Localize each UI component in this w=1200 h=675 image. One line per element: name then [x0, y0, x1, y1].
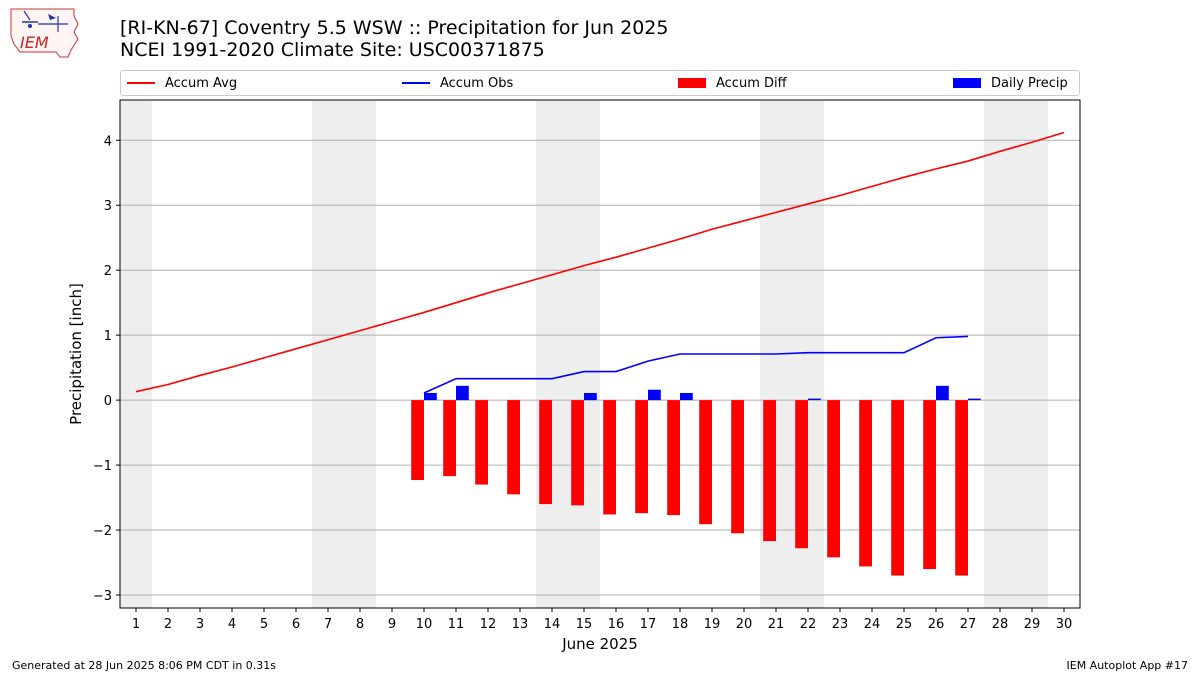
daily-precip-bar: [456, 385, 469, 401]
x-tick-label: 1: [132, 617, 140, 632]
x-tick-label: 6: [292, 617, 300, 632]
accum-diff-bar: [507, 400, 520, 495]
accum-diff-bar: [443, 400, 456, 477]
x-tick-label: 3: [196, 617, 204, 632]
y-axis-label: Precipitation [inch]: [67, 283, 85, 425]
x-tick-label: 29: [1024, 617, 1041, 632]
x-tick-label: 23: [832, 617, 849, 632]
legend: Accum Avg Accum Obs Accum Diff Daily Pre…: [120, 70, 1080, 96]
x-tick-label: 17: [640, 617, 657, 632]
legend-item-daily-precip: Daily Precip: [953, 71, 1068, 95]
logo-text: IEM: [20, 33, 49, 52]
daily-precip-bar: [936, 385, 949, 401]
x-tick-label: 26: [928, 617, 945, 632]
x-tick-label: 21: [768, 617, 785, 632]
x-tick-label: 15: [576, 617, 593, 632]
y-tick-label: −1: [93, 459, 112, 474]
x-tick-label: 20: [736, 617, 753, 632]
weekend-shade: [120, 100, 152, 608]
accum-diff-bar: [923, 400, 936, 570]
app-label: IEM Autoplot App #17: [1066, 659, 1189, 672]
x-tick-label: 28: [992, 617, 1009, 632]
accum-diff-bar: [571, 400, 584, 506]
daily-precip-bar: [424, 392, 437, 401]
x-tick-label: 30: [1056, 617, 1073, 632]
weekend-shade: [536, 100, 600, 608]
x-tick-label: 5: [260, 617, 268, 632]
legend-item-accum-diff: Accum Diff: [678, 71, 787, 95]
accum-diff-bar: [731, 400, 744, 534]
accum-diff-bar: [859, 400, 872, 567]
accum-diff-bar: [891, 400, 904, 576]
y-tick-label: 0: [104, 394, 112, 409]
iem-logo-graphic: IEM: [10, 8, 79, 58]
x-tick-label: 13: [512, 617, 529, 632]
x-tick-label: 10: [416, 617, 433, 632]
accum-diff-bar: [667, 400, 680, 516]
accum-diff-bar: [411, 400, 424, 481]
x-tick-label: 2: [164, 617, 172, 632]
accum-diff-bar: [475, 400, 488, 485]
daily-precip-bar: [968, 398, 981, 401]
x-tick-label: 27: [960, 617, 977, 632]
x-tick-label: 25: [896, 617, 913, 632]
daily-precip-bar: [648, 389, 661, 401]
x-axis-label: June 2025: [561, 635, 638, 653]
legend-item-accum-avg: Accum Avg: [127, 71, 237, 95]
legend-swatch-daily-precip: [953, 78, 981, 88]
accum-diff-bar: [539, 400, 552, 505]
x-tick-label: 8: [356, 617, 364, 632]
x-tick-label: 16: [608, 617, 625, 632]
x-tick-label: 4: [228, 617, 236, 632]
x-tick-label: 18: [672, 617, 689, 632]
weekend-shade: [312, 100, 376, 608]
x-tick-label: 11: [448, 617, 465, 632]
y-tick-label: 3: [104, 199, 112, 214]
legend-label-accum-obs: Accum Obs: [440, 75, 514, 91]
accum-diff-bar: [955, 400, 968, 576]
accum-diff-bar: [827, 400, 840, 558]
legend-item-accum-obs: Accum Obs: [402, 71, 513, 95]
daily-precip-bar: [584, 392, 597, 401]
accum-diff-bar: [763, 400, 776, 542]
y-tick-label: −2: [93, 524, 112, 539]
x-tick-label: 9: [388, 617, 396, 632]
x-tick-label: 22: [800, 617, 817, 632]
daily-precip-bar: [808, 398, 821, 401]
chart-subtitle: NCEI 1991-2020 Climate Site: USC00371875: [120, 39, 545, 61]
x-tick-label: 7: [324, 617, 332, 632]
accum-obs-line: [423, 335, 969, 394]
chart-title: [RI-KN-67] Coventry 5.5 WSW :: Precipita…: [120, 17, 669, 39]
plot-frame: [119, 99, 1081, 609]
x-tick-label: 12: [480, 617, 497, 632]
daily-precip-bar: [680, 392, 693, 401]
y-tick-label: 4: [104, 134, 112, 149]
generated-timestamp: Generated at 28 Jun 2025 8:06 PM CDT in …: [12, 659, 277, 672]
accum-diff-bar: [699, 400, 712, 525]
weekend-shade: [984, 100, 1048, 608]
legend-swatch-accum-obs: [402, 82, 430, 84]
legend-label-accum-avg: Accum Avg: [165, 75, 238, 91]
legend-label-accum-diff: Accum Diff: [716, 75, 787, 91]
accum-diff-bar: [635, 400, 648, 514]
y-tick-label: 2: [104, 264, 112, 279]
y-tick-label: −3: [93, 589, 112, 604]
legend-swatch-accum-avg: [127, 82, 155, 84]
y-tick-label: 1: [104, 329, 112, 344]
accum-avg-line: [135, 131, 1065, 393]
x-tick-label: 24: [864, 617, 881, 632]
legend-label-daily-precip: Daily Precip: [991, 75, 1068, 91]
x-tick-label: 14: [544, 617, 561, 632]
accum-diff-bar: [603, 400, 616, 515]
x-tick-label: 19: [704, 617, 721, 632]
legend-swatch-accum-diff: [678, 78, 706, 88]
accum-diff-bar: [795, 400, 808, 549]
iem-logo[interactable]: IEM: [8, 6, 80, 60]
